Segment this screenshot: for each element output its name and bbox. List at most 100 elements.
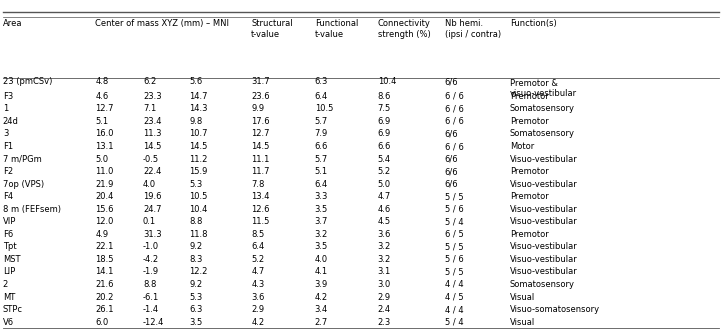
Text: 13.1: 13.1 <box>95 142 114 151</box>
Text: 2.3: 2.3 <box>378 317 391 327</box>
Text: Center of mass XYZ (mm) – MNI: Center of mass XYZ (mm) – MNI <box>95 19 229 28</box>
Text: -4.2: -4.2 <box>143 255 159 264</box>
Text: 6.0: 6.0 <box>95 317 108 327</box>
Text: 2.4: 2.4 <box>378 305 391 314</box>
Text: 20.2: 20.2 <box>95 292 113 302</box>
Text: 3: 3 <box>3 129 8 139</box>
Text: 23.6: 23.6 <box>251 92 270 101</box>
Text: Functional
t-value: Functional t-value <box>315 19 358 39</box>
Text: 6/6: 6/6 <box>445 78 458 86</box>
Text: 8.5: 8.5 <box>251 230 264 239</box>
Text: 2.9: 2.9 <box>378 292 391 302</box>
Text: Somatosensory: Somatosensory <box>510 129 575 139</box>
Text: 14.1: 14.1 <box>95 267 113 277</box>
Text: 6.4: 6.4 <box>315 180 328 189</box>
Text: 21.6: 21.6 <box>95 280 114 289</box>
Text: 3.6: 3.6 <box>251 292 265 302</box>
Text: 12.6: 12.6 <box>251 205 270 214</box>
Text: 5.2: 5.2 <box>251 255 264 264</box>
Text: 11.2: 11.2 <box>189 154 207 164</box>
Text: 3.7: 3.7 <box>315 217 329 226</box>
Text: 3.5: 3.5 <box>315 242 328 251</box>
Text: F2: F2 <box>3 167 13 176</box>
Text: 5.3: 5.3 <box>189 180 202 189</box>
Text: 10.5: 10.5 <box>315 104 333 114</box>
Text: 20.4: 20.4 <box>95 192 113 201</box>
Text: 4.1: 4.1 <box>315 267 328 277</box>
Text: 4.7: 4.7 <box>251 267 264 277</box>
Text: 9.2: 9.2 <box>189 280 202 289</box>
Text: 24.7: 24.7 <box>143 205 162 214</box>
Text: VIP: VIP <box>3 217 17 226</box>
Text: 5 / 5: 5 / 5 <box>445 242 464 251</box>
Text: 6 / 6: 6 / 6 <box>445 104 464 114</box>
Text: -6.1: -6.1 <box>143 292 160 302</box>
Text: 8.6: 8.6 <box>378 92 391 101</box>
Text: Visuo-vestibular: Visuo-vestibular <box>510 242 578 251</box>
Text: Somatosensory: Somatosensory <box>510 280 575 289</box>
Text: 10.5: 10.5 <box>189 192 207 201</box>
Text: 22.1: 22.1 <box>95 242 113 251</box>
Text: F6: F6 <box>3 230 13 239</box>
Text: Visuo-vestibular: Visuo-vestibular <box>510 180 578 189</box>
Text: 3.3: 3.3 <box>315 192 329 201</box>
Text: 4.0: 4.0 <box>315 255 328 264</box>
Text: Visuo-vestibular: Visuo-vestibular <box>510 205 578 214</box>
Text: 7.1: 7.1 <box>143 104 156 114</box>
Text: 5 / 5: 5 / 5 <box>445 192 464 201</box>
Text: 7.9: 7.9 <box>315 129 328 139</box>
Text: 5 / 4: 5 / 4 <box>445 317 464 327</box>
Text: 18.5: 18.5 <box>95 255 114 264</box>
Text: 6/6: 6/6 <box>445 180 458 189</box>
Text: -12.4: -12.4 <box>143 317 165 327</box>
Text: 3.6: 3.6 <box>378 230 391 239</box>
Text: 4.3: 4.3 <box>251 280 264 289</box>
Text: Area: Area <box>3 19 22 28</box>
Text: Connectivity
strength (%): Connectivity strength (%) <box>378 19 430 39</box>
Text: 4.9: 4.9 <box>95 230 108 239</box>
Text: 8 m (FEFsem): 8 m (FEFsem) <box>3 205 61 214</box>
Text: 11.7: 11.7 <box>251 167 270 176</box>
Text: 23.4: 23.4 <box>143 117 162 126</box>
Text: 31.7: 31.7 <box>251 78 270 86</box>
Text: 4.6: 4.6 <box>378 205 391 214</box>
Text: Premotor: Premotor <box>510 192 549 201</box>
Text: Nb hemi.
(ipsi / contra): Nb hemi. (ipsi / contra) <box>445 19 501 39</box>
Text: 26.1: 26.1 <box>95 305 114 314</box>
Text: 14.5: 14.5 <box>251 142 269 151</box>
Text: 14.7: 14.7 <box>189 92 208 101</box>
Text: F3: F3 <box>3 92 13 101</box>
Text: 3.4: 3.4 <box>315 305 328 314</box>
Text: 11.5: 11.5 <box>251 217 269 226</box>
Text: Visual: Visual <box>510 317 535 327</box>
Text: Premotor &
visuo-vestibular: Premotor & visuo-vestibular <box>510 79 577 98</box>
Text: 3.5: 3.5 <box>315 205 328 214</box>
Text: Visual: Visual <box>510 292 535 302</box>
Text: 14.5: 14.5 <box>143 142 161 151</box>
Text: 6/6: 6/6 <box>445 154 458 164</box>
Text: 22.4: 22.4 <box>143 167 161 176</box>
Text: 6.9: 6.9 <box>378 129 391 139</box>
Text: 11.0: 11.0 <box>95 167 113 176</box>
Text: STPc: STPc <box>3 305 23 314</box>
Text: MST: MST <box>3 255 20 264</box>
Text: 6 / 6: 6 / 6 <box>445 142 464 151</box>
Text: 5 / 6: 5 / 6 <box>445 205 464 214</box>
Text: Premotor: Premotor <box>510 92 549 101</box>
Text: Premotor: Premotor <box>510 167 549 176</box>
Text: 5.1: 5.1 <box>95 117 108 126</box>
Text: 5.3: 5.3 <box>189 292 202 302</box>
Text: Somatosensory: Somatosensory <box>510 104 575 114</box>
Text: 9.8: 9.8 <box>189 117 202 126</box>
Text: V6: V6 <box>3 317 14 327</box>
Text: 4.0: 4.0 <box>143 180 156 189</box>
Text: 4 / 4: 4 / 4 <box>445 280 464 289</box>
Text: Visuo-vestibular: Visuo-vestibular <box>510 217 578 226</box>
Text: 6.3: 6.3 <box>315 78 329 86</box>
Text: 4.6: 4.6 <box>95 92 108 101</box>
Text: 3.2: 3.2 <box>378 255 391 264</box>
Text: Function(s): Function(s) <box>510 19 557 28</box>
Text: 5.0: 5.0 <box>95 154 108 164</box>
Text: 9.9: 9.9 <box>251 104 264 114</box>
Text: 10.7: 10.7 <box>189 129 208 139</box>
